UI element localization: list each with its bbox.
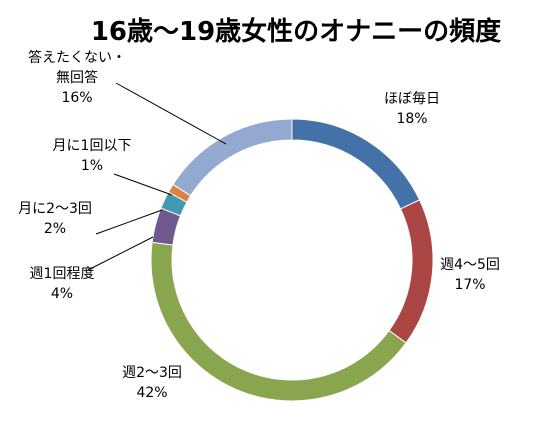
leader-line-7	[115, 82, 227, 145]
slice-name-2: 週4～5回	[440, 257, 500, 273]
slice-label-6: 月に1回以下 1%	[53, 138, 132, 174]
slice-percent-6: 1%	[81, 158, 103, 174]
slice-label-2: 週4～5回 17%	[440, 257, 500, 293]
slice-percent-1: 18%	[396, 111, 427, 127]
slice-name-7: 答えたくない・	[28, 49, 126, 66]
slice-3	[150, 241, 407, 402]
slice-name-1: ほぼ毎日	[384, 91, 440, 107]
slice-percent-4: 4%	[51, 286, 73, 302]
leader-line-6	[113, 173, 173, 196]
slice-2	[388, 199, 434, 344]
slice-label-1: ほぼ毎日 18%	[384, 91, 440, 127]
slice-name-6: 月に1回以下	[53, 138, 132, 154]
labels-group: ほぼ毎日 18%週4～5回 17%週2～3回 42%週1回程度 4%月に2～3回 2%月に…	[18, 49, 500, 401]
slice-label-7: 答えたくない・無回答 16%	[28, 49, 126, 106]
slice-percent-3: 42%	[136, 385, 167, 401]
slice-7	[172, 118, 293, 197]
slice-percent-5: 2%	[44, 221, 66, 237]
leader-line-5	[95, 209, 163, 235]
slices-group	[150, 118, 434, 402]
leader-line-4	[87, 236, 154, 271]
slice-percent-2: 17%	[454, 277, 485, 293]
slice-name-7: 無回答	[56, 69, 98, 86]
slice-label-4: 週1回程度 4%	[30, 266, 95, 302]
slice-1	[291, 118, 421, 210]
slice-name-5: 月に2～3回	[18, 201, 92, 217]
chart-title: 16歳～19歳女性のオナニーの頻度	[91, 16, 501, 47]
slice-label-3: 週2～3回 42%	[122, 365, 182, 401]
slice-name-3: 週2～3回	[122, 365, 182, 381]
slice-name-4: 週1回程度	[30, 266, 95, 282]
leader-lines-group	[87, 82, 227, 271]
slice-label-5: 月に2～3回 2%	[18, 201, 92, 237]
slice-percent-7: 16%	[61, 90, 92, 106]
